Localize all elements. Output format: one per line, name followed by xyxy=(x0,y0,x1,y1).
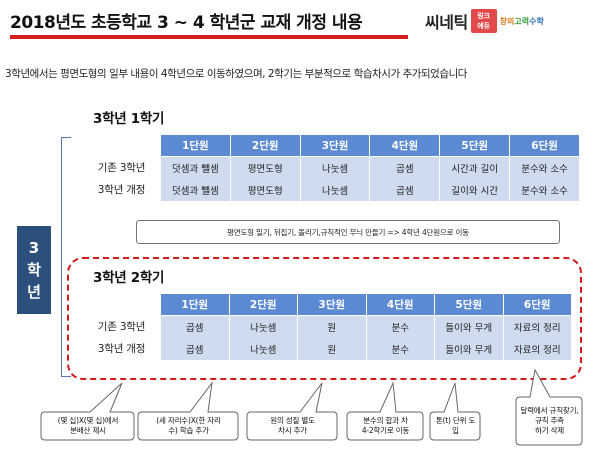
table-cell: 분수 xyxy=(365,315,435,338)
grade-tag: 3 학 년 xyxy=(17,226,51,314)
callout-bubble-4 xyxy=(346,381,424,441)
brand-name: 씨네틱 xyxy=(425,13,468,32)
table-cell: 곱셈 xyxy=(160,315,230,338)
table-cell: 들이와 무게 xyxy=(434,337,504,360)
callout-5-text: 톤(t) 단위 도 입 xyxy=(431,416,480,436)
table-cell: 분수 xyxy=(365,337,435,360)
callout-line: 수) 학습 추가 xyxy=(168,426,209,435)
intro-text: 3학년에서는 평면도형의 일부 내용이 4학년으로 이동하였으며, 2학기는 부… xyxy=(5,68,468,80)
table-cell: 곱셈 xyxy=(369,156,441,179)
table-row: 3학년 개정 덧셈과 뺄셈 평면도형 나눗셈 곱셈 길이와 시간 분수와 소수 xyxy=(82,178,580,201)
callout-line: 톤(t) 단위 도 xyxy=(435,416,476,425)
unit-header: 3단원 xyxy=(297,293,367,316)
table-cell: 평면도형 xyxy=(229,178,301,201)
callout-line: 4-2학기로 이동 xyxy=(361,426,410,435)
page-title: 2018년도 초등학교 3 ~ 4 학년군 교재 개정 내용 xyxy=(10,13,363,33)
unit-header: 2단원 xyxy=(228,293,298,316)
callout-line: 규칙 추측 xyxy=(535,416,564,425)
callout-bubble-6 xyxy=(515,368,583,446)
callout-4-text: 분수의 합과 차 4-2학기로 이동 xyxy=(348,416,423,436)
callout-line: 차시 추가 xyxy=(278,426,307,435)
semester2-highlight-box xyxy=(67,257,582,380)
callout-bubble-1 xyxy=(40,382,135,441)
callout-line: (몇 십)X(몇 십)에서 xyxy=(57,416,119,425)
unit-header: 1단원 xyxy=(160,293,230,316)
unit-header: 1단원 xyxy=(160,134,231,157)
brand-sub-2: 고력 xyxy=(514,16,530,26)
semester1-title: 3학년 1학기 xyxy=(93,111,165,127)
callout-3-text: 원의 성질 별도 차시 추가 xyxy=(248,416,337,436)
callout-2-text: (세 자리수)X(한 자리 수) 학습 추가 xyxy=(139,416,238,436)
brand-sub-3: 수학 xyxy=(529,16,544,26)
semester2-table: 1단원 2단원 3단원 4단원 5단원 6단원 기존 3학년 곱셈 나눗셈 원 … xyxy=(82,293,572,360)
callout-line: 분배산 제시 xyxy=(70,426,106,435)
unit-header: 6단원 xyxy=(509,134,580,157)
callout-6-text: 달력에서 규칙찾기, 규칙 추측 하기 삭제 xyxy=(517,406,582,436)
table-cell: 곱셈 xyxy=(369,178,441,201)
grade-tag-char-3: 년 xyxy=(27,283,41,301)
table-cell: 들이와 무게 xyxy=(434,315,504,338)
grade-bracket xyxy=(61,137,71,377)
row-label: 3학년 개정 xyxy=(82,337,161,360)
table-cell: 길이와 시간 xyxy=(439,178,511,201)
unit-header: 5단원 xyxy=(434,293,504,316)
grade-tag-char-2: 학 xyxy=(27,261,41,279)
table-cell: 시간과 길이 xyxy=(439,156,511,179)
row-label: 기존 3학년 xyxy=(82,156,161,179)
table-cell: 나눗셈 xyxy=(228,337,298,360)
semester2-title: 3학년 2학기 xyxy=(93,270,165,286)
brand-box: 링크 에듀 xyxy=(470,9,497,33)
callout-bubble-5 xyxy=(429,382,481,441)
table-cell: 자료의 정리 xyxy=(502,315,572,338)
table-cell: 나눗셈 xyxy=(299,178,371,201)
callout-bubble-3 xyxy=(246,382,338,441)
table-row: 3학년 개정 곱셈 나눗셈 원 분수 들이와 무게 자료의 정리 xyxy=(82,337,572,360)
table-cell: 원 xyxy=(297,315,367,338)
brand-logo: 씨네틱 링크 에듀 창의고력수학 xyxy=(425,8,544,34)
table-cell: 평면도형 xyxy=(229,156,301,179)
grade-tag-char-1: 3 xyxy=(28,239,40,257)
title-underline xyxy=(10,35,408,39)
row-label: 기존 3학년 xyxy=(82,315,161,338)
semester2-header-row: 1단원 2단원 3단원 4단원 5단원 6단원 xyxy=(82,293,572,316)
callout-bubble-2 xyxy=(137,381,239,441)
semester1-header-row: 1단원 2단원 3단원 4단원 5단원 6단원 xyxy=(82,134,580,157)
brand-sub-1: 창의 xyxy=(499,16,515,26)
table-cell: 분수와 소수 xyxy=(509,178,580,201)
unit-header: 5단원 xyxy=(439,134,511,157)
table-cell: 자료의 정리 xyxy=(502,337,572,360)
row-label: 3학년 개정 xyxy=(82,178,161,201)
callout-line: 달력에서 규칙찾기, xyxy=(520,406,579,415)
callout-line: 원의 성질 별도 xyxy=(270,416,315,425)
table-row: 기존 3학년 곱셈 나눗셈 원 분수 들이와 무게 자료의 정리 xyxy=(82,315,572,338)
unit-header: 2단원 xyxy=(229,134,301,157)
header-blank xyxy=(82,293,161,316)
brand-subtitle: 창의고력수학 xyxy=(500,16,544,27)
header-blank xyxy=(82,134,161,157)
table-row: 기존 3학년 덧셈과 뺄셈 평면도형 나눗셈 곱셈 시간과 길이 분수와 소수 xyxy=(82,156,580,179)
callout-line: (세 자리수)X(한 자리 xyxy=(156,416,221,425)
table-cell: 나눗셈 xyxy=(299,156,371,179)
unit-header: 4단원 xyxy=(365,293,435,316)
table-cell: 덧셈과 뺄셈 xyxy=(160,156,231,179)
table-cell: 분수와 소수 xyxy=(509,156,580,179)
table-cell: 덧셈과 뺄셈 xyxy=(160,178,231,201)
semester1-note: 평면도형 밀기, 뒤집기, 돌리기,규칙적인 무늬 만들기 => 4학년 4단원… xyxy=(136,220,560,244)
unit-header: 4단원 xyxy=(369,134,441,157)
semester1-table: 1단원 2단원 3단원 4단원 5단원 6단원 기존 3학년 덧셈과 뺄셈 평면… xyxy=(82,134,580,201)
unit-header: 6단원 xyxy=(502,293,572,316)
callout-line: 하기 삭제 xyxy=(535,426,564,435)
callout-line: 입 xyxy=(452,426,459,435)
callout-line: 분수의 합과 차 xyxy=(363,416,408,425)
callout-1-text: (몇 십)X(몇 십)에서 분배산 제시 xyxy=(42,416,134,436)
